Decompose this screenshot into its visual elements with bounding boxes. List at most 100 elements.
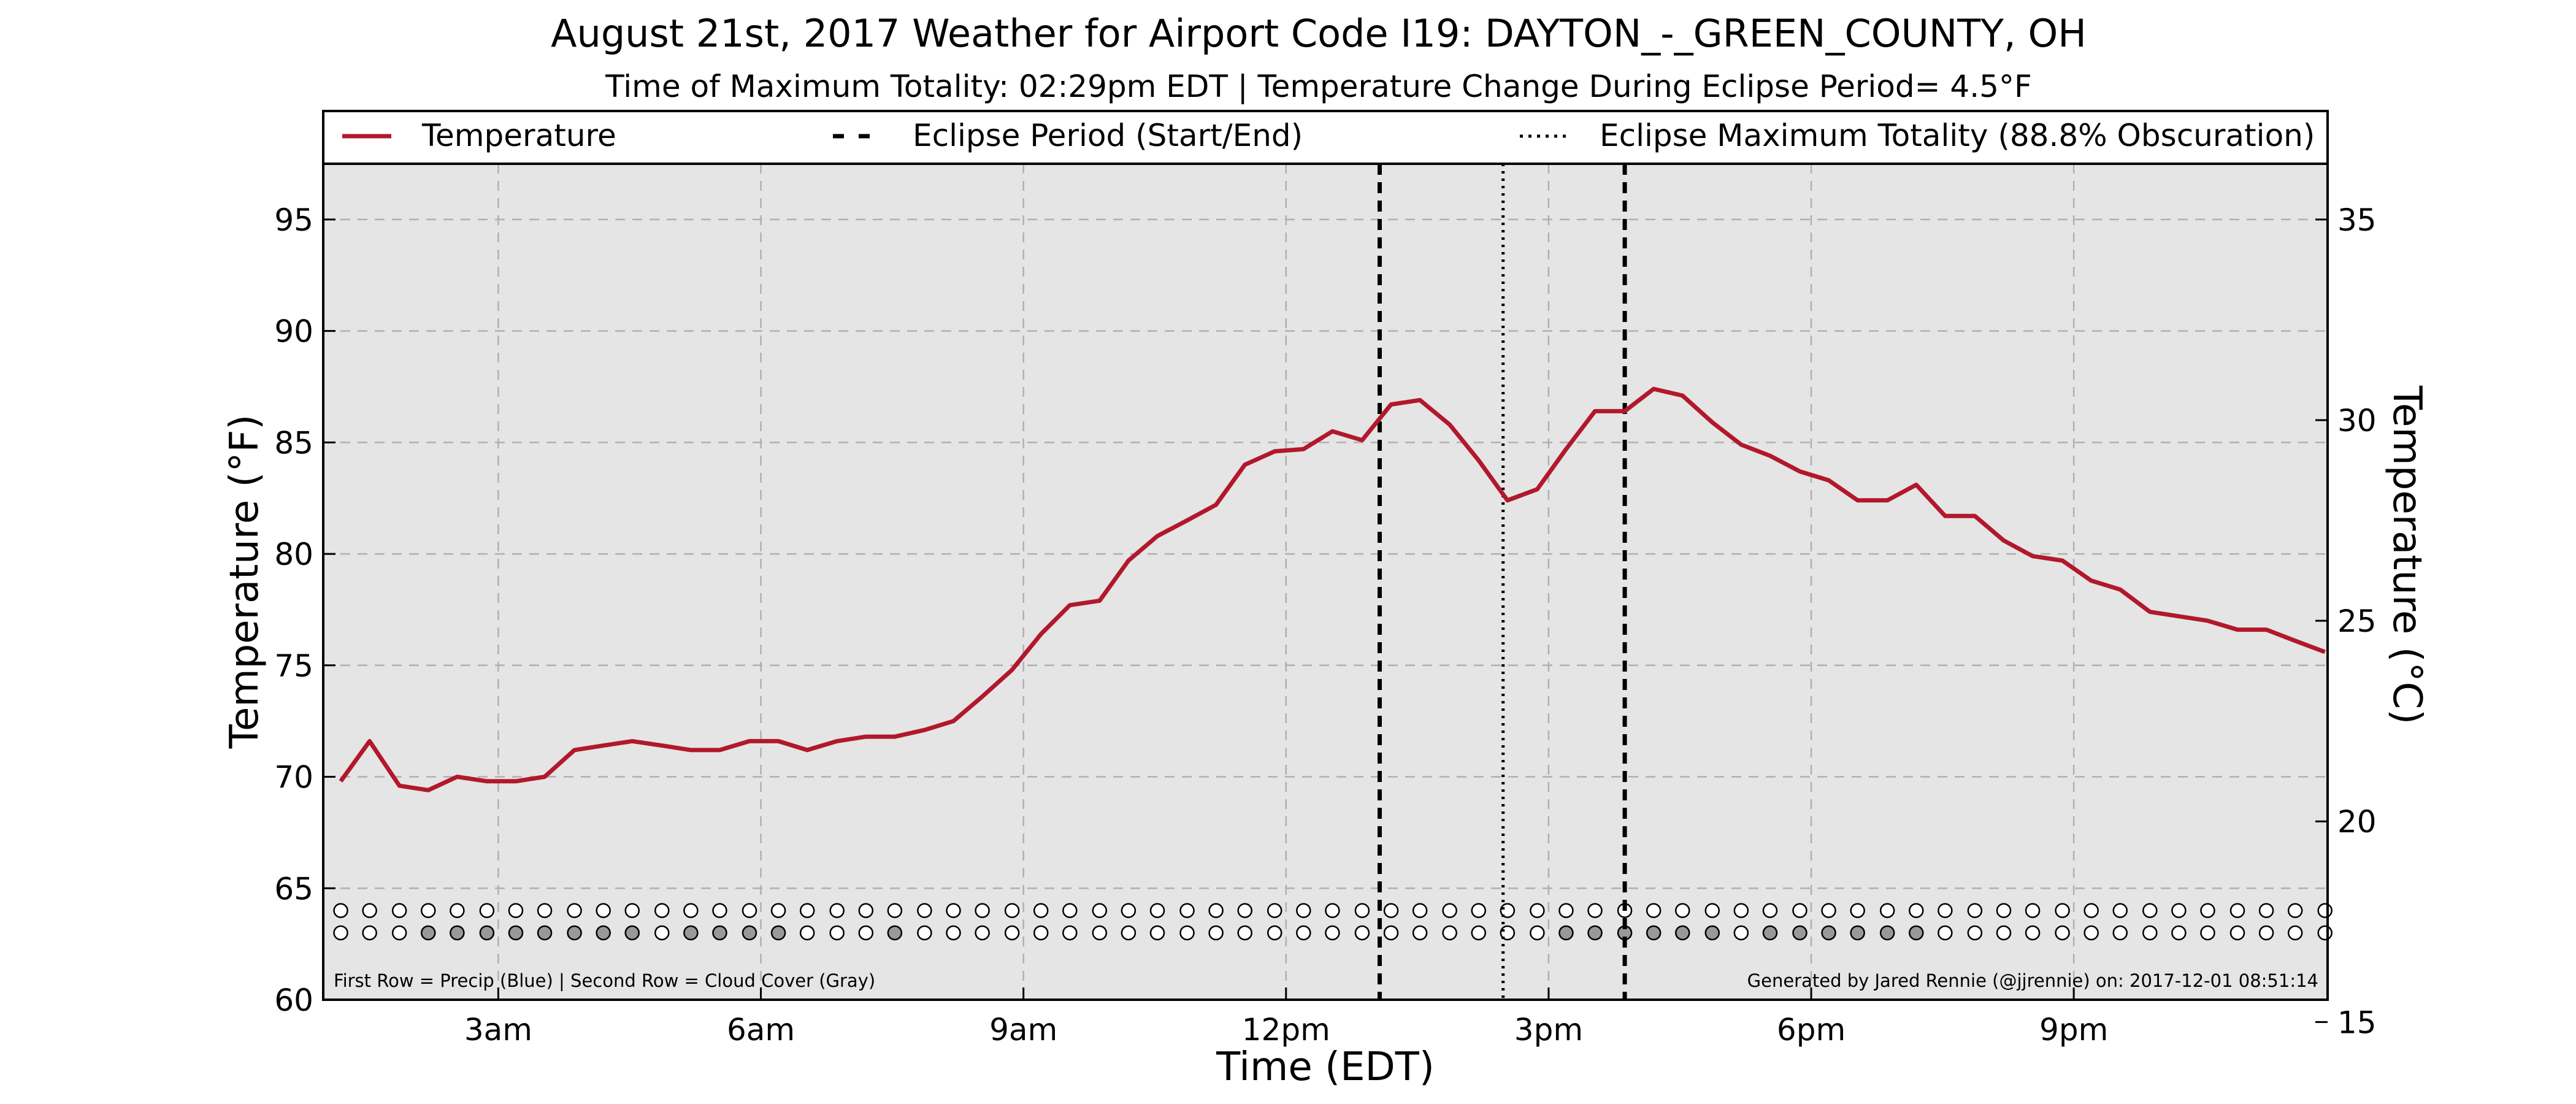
precip-marker (624, 903, 640, 918)
precip-marker (1267, 903, 1282, 918)
cloud-marker (1325, 925, 1340, 941)
precip-marker (596, 903, 611, 918)
cloud-marker (887, 925, 903, 941)
cloud-marker (2229, 925, 2245, 941)
precip-marker (1442, 903, 1457, 918)
precip-marker (1792, 903, 1807, 918)
precip-marker (333, 903, 348, 918)
cloud-marker (2171, 925, 2187, 941)
grid-lines (323, 164, 2328, 1000)
temperature-series (339, 386, 2326, 792)
precip-marker (1704, 903, 1720, 918)
cloud-marker (624, 925, 640, 941)
cloud-marker (917, 925, 932, 941)
precip-marker (2055, 903, 2070, 918)
x-tick-label: 9am (989, 1012, 1057, 1048)
precip-marker (1296, 903, 1311, 918)
cloud-marker (1092, 925, 1108, 941)
cloud-marker (2200, 925, 2215, 941)
precip-marker (1909, 903, 1924, 918)
precip-marker (1354, 903, 1370, 918)
cloud-marker (712, 925, 727, 941)
cloud-marker (1850, 925, 1865, 941)
precip-marker (2229, 903, 2245, 918)
x-tick-label: 3am (464, 1012, 532, 1048)
y-tick-label-left: 60 (274, 983, 313, 1018)
y-axis-left-label: Temperature (°F) (222, 415, 267, 749)
y-axis-left-ticks: 60 65 70 75 80 85 90 95 (274, 202, 335, 1018)
precip-marker (917, 903, 932, 918)
y-tick-label-right: 35 (2337, 202, 2377, 238)
precip-marker (1383, 903, 1399, 918)
y-axis-right-label: Temperature (°C) (2384, 385, 2429, 724)
precip-marker (1879, 903, 1895, 918)
precip-marker (683, 903, 699, 918)
precip-marker (450, 903, 465, 918)
x-tick-label: 12pm (1242, 1012, 1330, 1048)
cloud-marker (1967, 925, 1983, 941)
plot-area (323, 164, 2328, 1000)
cloud-marker (654, 925, 670, 941)
cloud-marker (1674, 925, 1690, 941)
cloud-marker (1646, 925, 1662, 941)
cloud-marker (537, 925, 553, 941)
cloud-marker (1471, 925, 1486, 941)
precip-marker (2025, 903, 2041, 918)
y-tick-label-right: 25 (2337, 604, 2377, 639)
precip-marker (1558, 903, 1574, 918)
cloud-marker (1267, 925, 1282, 941)
cloud-marker (1121, 925, 1137, 941)
precip-marker (2258, 903, 2274, 918)
cloud-marker (450, 925, 465, 941)
cloud-marker (1149, 925, 1165, 941)
precip-marker (1412, 903, 1428, 918)
cloud-marker (508, 925, 524, 941)
chart-subtitle: Time of Maximum Totality: 02:29pm EDT | … (605, 69, 2031, 104)
cloud-marker (567, 925, 582, 941)
precip-marker (1850, 903, 1865, 918)
y-tick-label-left: 65 (274, 871, 313, 907)
cloud-marker (1938, 925, 1953, 941)
cloud-marker (1442, 925, 1457, 941)
cloud-marker (2025, 925, 2041, 941)
precip-marker (829, 903, 845, 918)
precip-marker (2083, 903, 2099, 918)
cloud-marker (2055, 925, 2070, 941)
precip-marker (712, 903, 727, 918)
precip-marker (362, 903, 377, 918)
precip-marker (2142, 903, 2158, 918)
cloud-marker (362, 925, 377, 941)
cloud-marker (1237, 925, 1252, 941)
cloud-marker (946, 925, 961, 941)
plot-frame (322, 163, 2329, 1001)
cloud-marker (1821, 925, 1836, 941)
temperature-line (339, 386, 2326, 792)
x-tick-label: 3pm (1514, 1012, 1583, 1048)
precip-marker (2287, 903, 2303, 918)
cloud-marker (1792, 925, 1807, 941)
precip-marker (1149, 903, 1165, 918)
eclipse-lines (1377, 164, 1627, 1000)
precip-marker (1325, 903, 1340, 918)
precip-marker (391, 903, 407, 918)
y-tick-label-left: 95 (274, 202, 313, 238)
precip-marker (799, 903, 815, 918)
cloud-marker (1208, 925, 1224, 941)
x-tick-label: 6am (727, 1012, 795, 1048)
precip-marker (537, 903, 553, 918)
precip-marker (946, 903, 961, 918)
cloud-marker (2142, 925, 2158, 941)
cloud-marker (1383, 925, 1399, 941)
cloud-marker (1733, 925, 1749, 941)
precip-marker (1208, 903, 1224, 918)
precip-marker (1179, 903, 1195, 918)
footnote-left: First Row = Precip (Blue) | Second Row =… (334, 970, 875, 991)
legend-box (322, 110, 2329, 165)
precip-marker (1033, 903, 1049, 918)
cloud-marker (1558, 925, 1574, 941)
precip-marker (2200, 903, 2215, 918)
y-axis-right-ticks: 15 20 25 30 35 (2315, 202, 2377, 1040)
x-axis-ticks: 3am 6am 9am 12pm 3pm 6pm 9pm (464, 987, 2108, 1048)
y-tick-label-right: 30 (2337, 403, 2377, 439)
